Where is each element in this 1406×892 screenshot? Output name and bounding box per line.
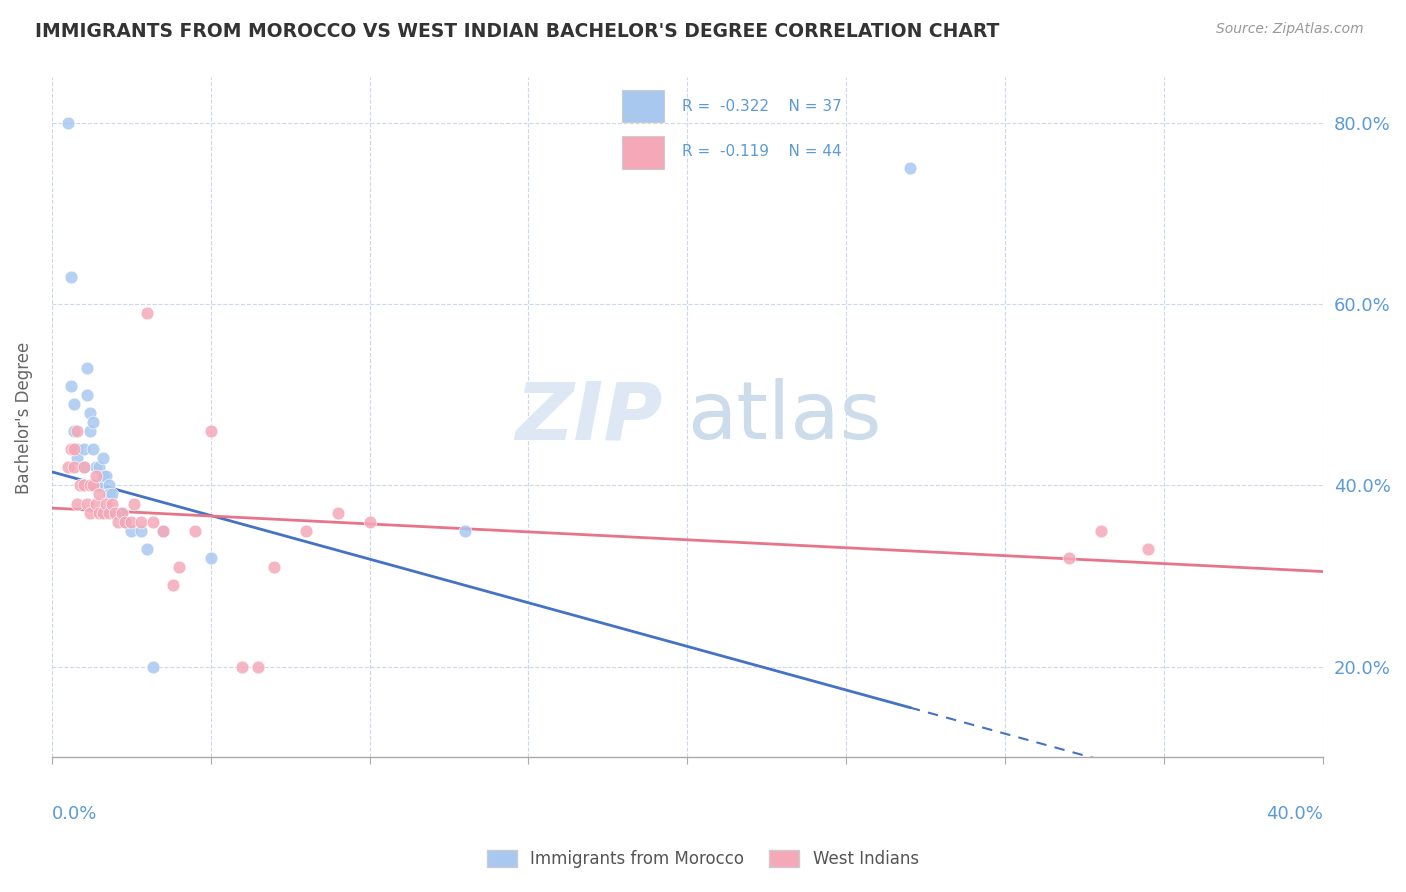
Point [142,659,165,673]
Point [63,460,86,475]
Point [1057,550,1080,565]
Point [72,442,94,457]
Point [63,442,86,457]
Point [184,524,207,538]
Point [59,442,82,457]
Point [120,524,142,538]
Point [263,560,285,574]
Point [101,487,124,501]
Point [63,424,86,438]
Point [76,497,98,511]
Point [114,515,136,529]
Legend: Immigrants from Morocco, West Indians: Immigrants from Morocco, West Indians [481,843,925,875]
Point [91,451,114,466]
Point [56,460,79,475]
Text: Source: ZipAtlas.com: Source: ZipAtlas.com [1216,22,1364,37]
Point [101,497,124,511]
Point [142,515,165,529]
Point [231,659,253,673]
Point [129,524,152,538]
FancyBboxPatch shape [621,90,665,122]
Point [79,506,101,520]
Point [200,550,222,565]
Point [79,478,101,492]
Y-axis label: Bachelor's Degree: Bachelor's Degree [15,342,32,493]
Text: ZIP: ZIP [515,378,662,457]
Point [152,524,174,538]
Point [66,497,89,511]
Point [97,487,120,501]
Point [107,515,129,529]
Point [59,269,82,284]
Point [454,524,477,538]
Point [72,478,94,492]
Point [89,478,111,492]
Point [94,497,117,511]
Point [89,460,111,475]
Point [63,397,86,411]
Point [111,506,134,520]
Point [898,161,921,175]
Point [120,515,142,529]
Text: 40.0%: 40.0% [1267,805,1323,823]
Point [91,469,114,483]
Point [76,388,98,402]
Point [89,506,111,520]
Text: 0.0%: 0.0% [52,805,97,823]
Point [162,578,184,592]
Point [79,424,101,438]
Point [84,497,107,511]
Point [84,460,107,475]
Text: R =  -0.119    N = 44: R = -0.119 N = 44 [682,145,842,160]
Point [82,415,104,429]
Point [359,515,381,529]
Point [136,541,159,556]
Point [66,451,89,466]
Point [107,506,129,520]
Point [69,478,91,492]
Point [104,506,127,520]
Point [82,478,104,492]
Point [1137,541,1160,556]
Point [84,469,107,483]
Text: atlas: atlas [688,378,882,457]
Point [326,506,349,520]
Text: IMMIGRANTS FROM MOROCCO VS WEST INDIAN BACHELOR'S DEGREE CORRELATION CHART: IMMIGRANTS FROM MOROCCO VS WEST INDIAN B… [35,22,1000,41]
Point [97,506,120,520]
Point [94,469,117,483]
Point [84,478,107,492]
Point [111,506,134,520]
Point [89,487,111,501]
Point [1090,524,1112,538]
Point [82,442,104,457]
Text: R =  -0.322    N = 37: R = -0.322 N = 37 [682,99,842,114]
Point [97,478,120,492]
Point [136,306,159,320]
Point [152,524,174,538]
Point [66,442,89,457]
Point [114,515,136,529]
Point [129,515,152,529]
Point [56,116,79,130]
FancyBboxPatch shape [621,136,665,169]
Point [167,560,190,574]
Point [76,360,98,375]
Point [59,378,82,392]
Point [124,497,146,511]
Point [72,460,94,475]
Point [79,406,101,420]
Point [295,524,318,538]
Point [66,424,89,438]
Point [247,659,270,673]
Point [72,460,94,475]
Point [91,506,114,520]
Point [200,424,222,438]
Point [104,506,127,520]
